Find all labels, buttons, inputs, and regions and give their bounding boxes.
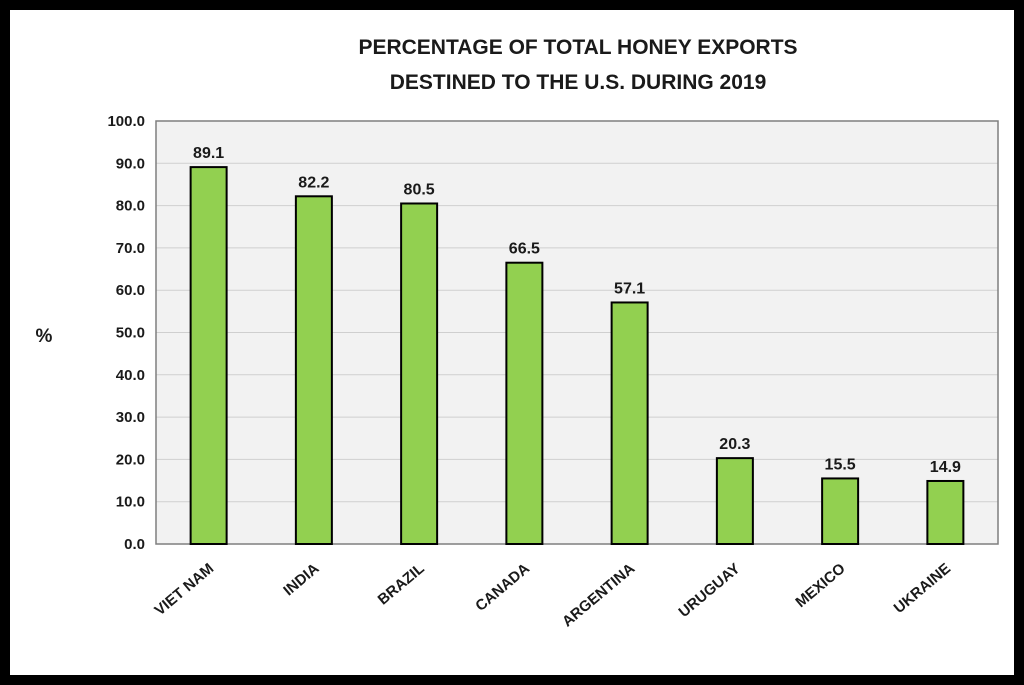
y-tick-label: 0.0: [124, 536, 145, 553]
chart-title-line-2: DESTINED TO THE U.S. DURING 2019: [390, 71, 767, 94]
data-label: 57.1: [614, 280, 645, 297]
x-tick-label: URUGUAY: [675, 560, 743, 621]
x-tick-label: ARGENTINA: [559, 560, 638, 630]
y-tick-label: 80.0: [116, 198, 145, 215]
x-tick-label: MEXICO: [792, 560, 849, 611]
y-tick-label: 100.0: [107, 113, 145, 130]
y-tick-label: 40.0: [116, 367, 145, 384]
data-label: 15.5: [825, 456, 856, 473]
chart-frame: PERCENTAGE OF TOTAL HONEY EXPORTS DESTIN…: [10, 10, 1014, 675]
y-tick-label: 90.0: [116, 155, 145, 172]
x-tick-label: BRAZIL: [375, 560, 428, 608]
x-tick-label: INDIA: [280, 560, 322, 599]
data-label: 80.5: [404, 181, 435, 198]
bar-uruguay: [715, 457, 754, 546]
y-tick-label: 50.0: [116, 325, 145, 342]
y-tick-label: 30.0: [116, 409, 145, 426]
data-label: 20.3: [719, 436, 750, 453]
bar-argentina: [610, 301, 649, 546]
y-tick-label: 20.0: [116, 451, 145, 468]
data-label: 82.2: [298, 174, 329, 191]
y-axis-label: %: [36, 326, 53, 347]
bar-canada: [505, 261, 544, 546]
bar-chart: PERCENTAGE OF TOTAL HONEY EXPORTS DESTIN…: [36, 36, 999, 630]
y-tick-label: 60.0: [116, 282, 145, 299]
bar-viet-nam: [189, 166, 228, 545]
x-tick-label: VIET NAM: [151, 560, 217, 619]
plot-border: [155, 120, 999, 545]
y-tick-label: 10.0: [116, 494, 145, 511]
bar-brazil: [400, 202, 439, 546]
bar-ukraine: [926, 479, 965, 545]
plot-area: 0.0 10.0 20.0 30.0 40.0 50.0 60.0 70.0 80.0 90.0 1…: [107, 113, 999, 630]
data-label: 66.5: [509, 241, 540, 258]
y-tick-label: 70.0: [116, 240, 145, 257]
data-label: 14.9: [930, 459, 961, 476]
bar-mexico: [821, 477, 860, 545]
data-label: 89.1: [193, 145, 224, 162]
chart-title-line-1: PERCENTAGE OF TOTAL HONEY EXPORTS: [358, 36, 797, 59]
x-tick-label: UKRAINE: [891, 560, 954, 617]
bar-india: [294, 195, 333, 545]
x-tick-label: CANADA: [472, 560, 533, 615]
